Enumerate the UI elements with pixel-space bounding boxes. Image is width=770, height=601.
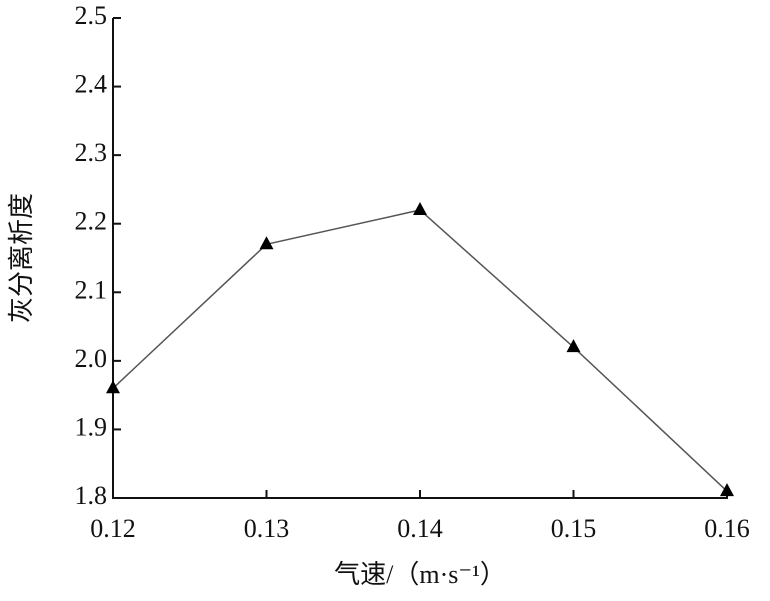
marker: [106, 380, 120, 394]
x-tick-label: 0.16: [704, 514, 750, 543]
marker: [259, 236, 274, 250]
marker: [566, 339, 581, 353]
x-tick-label: 0.12: [90, 514, 136, 543]
x-tick-label: 0.15: [551, 514, 597, 543]
y-tick-label: 1.8: [75, 481, 108, 510]
x-tick-label: 0.14: [397, 514, 443, 543]
x-tick-label: 0.13: [244, 514, 290, 543]
y-tick-label: 2.1: [75, 275, 108, 304]
line: [112, 209, 728, 492]
y-axis-label: 灰分离析度: [7, 193, 36, 323]
marker: [720, 483, 734, 497]
y-tick-label: 2.2: [75, 207, 108, 236]
y-tick-label: 2.5: [75, 1, 108, 30]
x-axis-label: 气速/（m·s⁻¹）: [334, 560, 506, 589]
y-tick-label: 2.0: [75, 344, 108, 373]
y-tick-label: 2.4: [75, 70, 108, 99]
y-tick-label: 2.3: [75, 138, 108, 167]
marker: [413, 202, 427, 215]
y-tick-label: 1.9: [75, 412, 108, 441]
